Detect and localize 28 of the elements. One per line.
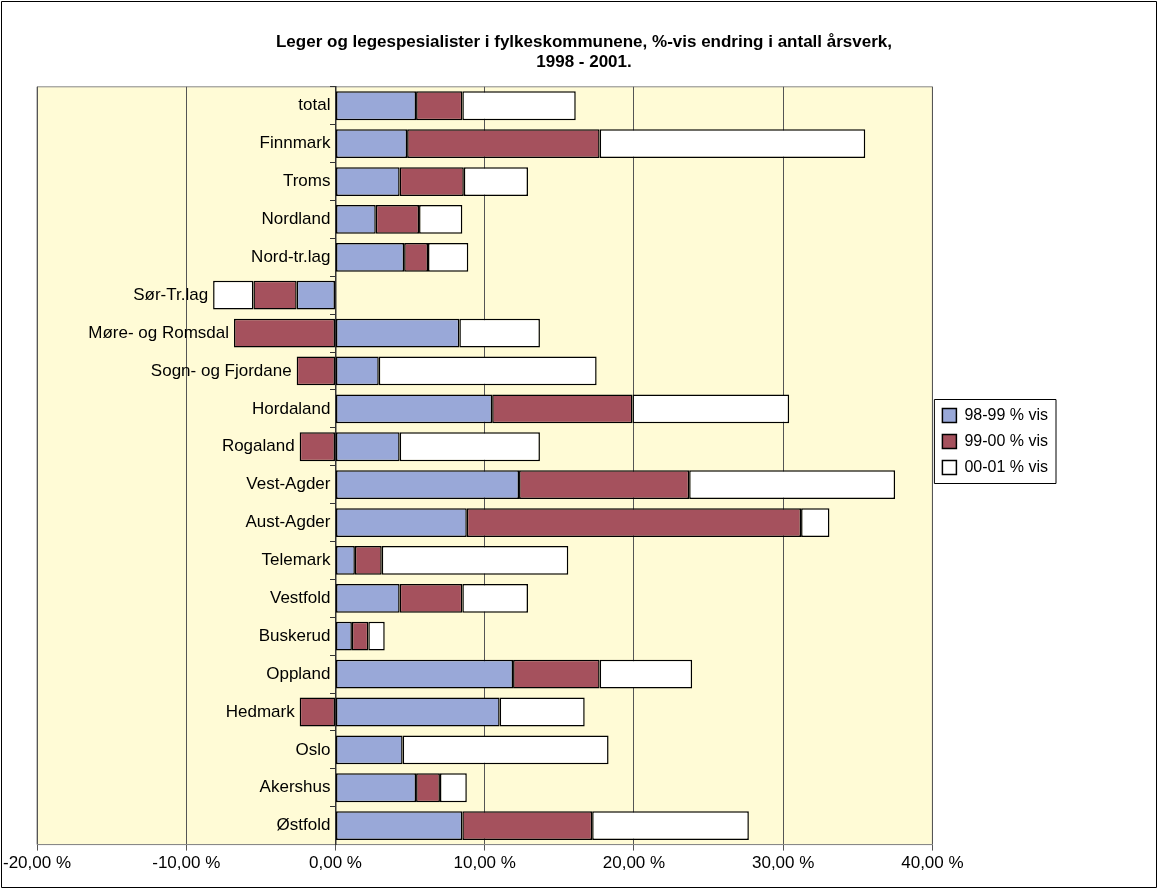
- y-tick-label: Buskerud: [258, 625, 331, 645]
- x-tick-label: -10,00 %: [152, 853, 221, 873]
- y-tick-label: Vestfold: [269, 588, 331, 607]
- y-tick-label: Nordland: [261, 209, 331, 229]
- y-tick-label: Rogaland: [221, 436, 295, 456]
- x-tick-label: 10,00 %: [453, 853, 516, 873]
- y-tick-label: Oslo: [295, 739, 331, 759]
- legend-label: 00-01 % vis: [964, 457, 1048, 475]
- y-tick-label: Aust-Agder: [245, 512, 331, 532]
- y-tick-label: Finnmark: [259, 133, 331, 153]
- y-tick-label: Oppland: [266, 663, 331, 683]
- y-tick-label: Troms: [282, 171, 331, 191]
- y-tick-label: total: [298, 95, 331, 115]
- y-tick-label: Nord-tr.lag: [251, 246, 331, 266]
- x-tick-label: 0,00 %: [309, 853, 362, 873]
- x-tick-label: 30,00 %: [751, 853, 815, 873]
- y-tick-label: Vest-Agder: [246, 474, 331, 494]
- x-tick-label: -20,00 %: [3, 853, 72, 873]
- y-tick-label: Østfold: [276, 815, 331, 835]
- chart-title: Leger og legespesialister i fylkeskommunene, %-vis endring i antall årsverk, 1998 - 2001.: [275, 31, 893, 72]
- x-tick-label: 20,00 %: [602, 853, 666, 873]
- legend-label: 99-00 % vis: [964, 431, 1048, 449]
- y-tick-label: Hordaland: [252, 398, 331, 418]
- y-tick-label: Akershus: [259, 777, 331, 797]
- y-tick-label: Telemark: [261, 550, 331, 570]
- legend-label: 98-99 % vis: [964, 405, 1048, 423]
- y-tick-label: Hedmark: [225, 701, 296, 721]
- x-tick-label: 40,00 %: [901, 853, 964, 873]
